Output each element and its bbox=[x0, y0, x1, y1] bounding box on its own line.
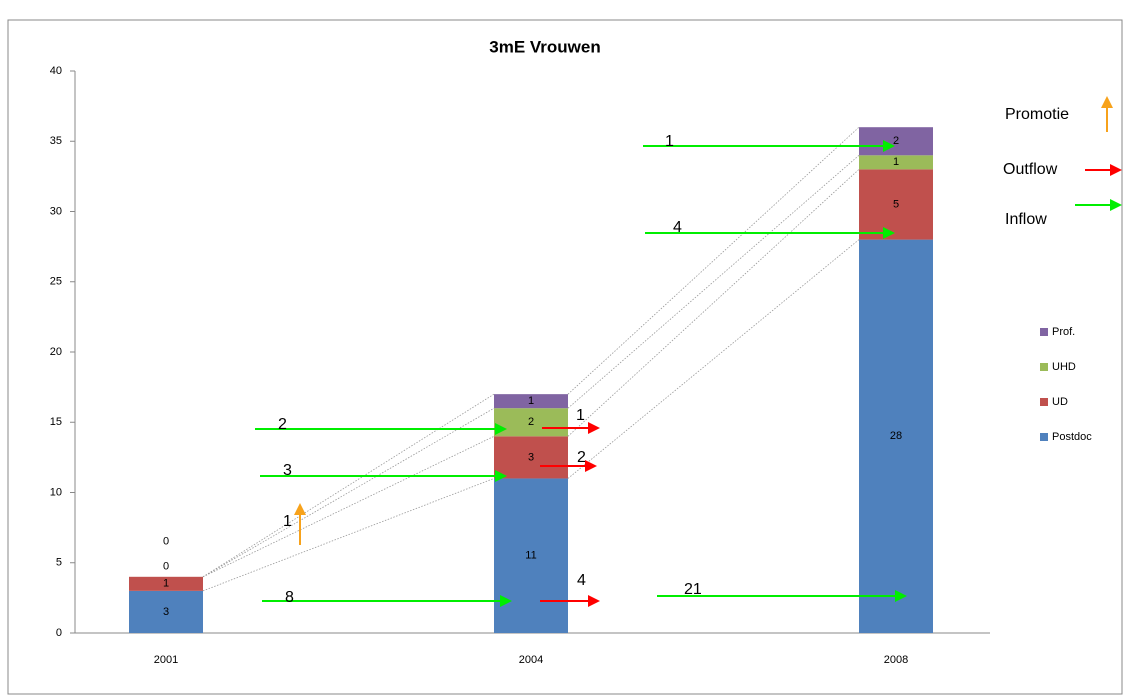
x-tick-label: 2001 bbox=[154, 654, 178, 666]
bar-segment bbox=[494, 394, 568, 409]
data-label: 3 bbox=[163, 606, 169, 618]
flow-label: 3 bbox=[283, 462, 292, 479]
bar-segment bbox=[859, 239, 933, 633]
x-tick-label: 2004 bbox=[519, 654, 543, 666]
x-tick-label: 2008 bbox=[884, 654, 908, 666]
legend-swatch bbox=[1040, 328, 1048, 336]
legend-label: UD bbox=[1052, 396, 1068, 408]
bar-segment bbox=[859, 169, 933, 240]
flow-label: 2 bbox=[577, 449, 586, 466]
y-tick-label: 15 bbox=[50, 416, 62, 428]
legend-swatch bbox=[1040, 363, 1048, 371]
data-label: 11 bbox=[525, 550, 536, 562]
bar-segment bbox=[859, 155, 933, 170]
data-label: 0 bbox=[163, 536, 169, 548]
data-label: 1 bbox=[163, 578, 169, 590]
flow-label: 1 bbox=[576, 407, 585, 424]
connector bbox=[567, 154, 860, 409]
chart-title: 3mE Vrouwen bbox=[489, 37, 600, 56]
legend-swatch bbox=[1040, 398, 1048, 406]
y-tick-label: 10 bbox=[50, 486, 62, 498]
bar-segment bbox=[129, 576, 203, 591]
flow-label: 8 bbox=[285, 589, 294, 606]
bar-segment bbox=[494, 478, 568, 633]
data-label: 1 bbox=[528, 395, 534, 407]
data-label: 2 bbox=[528, 416, 534, 428]
data-label: 0 bbox=[163, 561, 169, 573]
legend-label: UHD bbox=[1052, 361, 1076, 373]
flow-label: 4 bbox=[673, 219, 682, 236]
flow-label: 1 bbox=[283, 513, 292, 530]
y-tick-label: 30 bbox=[50, 205, 62, 217]
bar-segment bbox=[129, 590, 203, 633]
y-tick-label: 20 bbox=[50, 346, 62, 358]
y-tick-label: 5 bbox=[56, 557, 62, 569]
flow-label: 4 bbox=[577, 572, 586, 589]
data-label: 28 bbox=[890, 430, 902, 442]
flow-label: 21 bbox=[684, 581, 702, 598]
y-tick-label: 40 bbox=[50, 65, 62, 77]
legend-swatch bbox=[1040, 433, 1048, 441]
flow-legend-label: Promotie bbox=[1005, 106, 1069, 123]
data-label: 5 bbox=[893, 198, 899, 210]
data-label: 2 bbox=[893, 135, 899, 147]
data-label: 1 bbox=[893, 156, 899, 168]
flow-legend-label: Outflow bbox=[1003, 161, 1058, 178]
y-tick-label: 0 bbox=[56, 627, 62, 639]
data-label: 3 bbox=[528, 451, 534, 463]
flow-label: 2 bbox=[278, 416, 287, 433]
legend-label: Prof. bbox=[1052, 326, 1075, 338]
connector bbox=[202, 407, 495, 578]
connector bbox=[202, 478, 495, 592]
bar-segment bbox=[859, 127, 933, 156]
connector bbox=[202, 393, 495, 578]
flow-label: 1 bbox=[665, 133, 674, 150]
y-tick-label: 35 bbox=[50, 135, 62, 147]
flow-legend-label: Inflow bbox=[1005, 211, 1047, 228]
legend-label: Postdoc bbox=[1052, 431, 1092, 443]
y-tick-label: 25 bbox=[50, 276, 62, 288]
